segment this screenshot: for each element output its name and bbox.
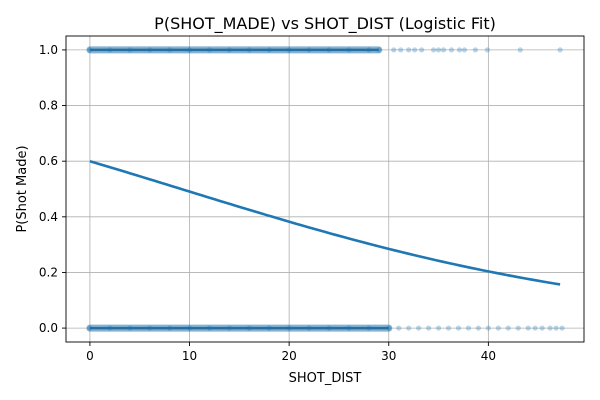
chart-title: P(SHOT_MADE) vs SHOT_DIST (Logistic Fit) xyxy=(154,14,496,34)
scatter-point xyxy=(186,47,193,53)
scatter-point xyxy=(406,325,412,331)
x-tick-label: 40 xyxy=(481,349,496,363)
scatter-point xyxy=(266,325,272,331)
scatter-point xyxy=(419,47,425,53)
plot-frame xyxy=(65,35,585,343)
scatter-point xyxy=(495,325,501,331)
scatter-point xyxy=(376,47,382,53)
scatter-point xyxy=(430,47,437,53)
scatter-point xyxy=(286,325,292,331)
scatter-point xyxy=(186,325,193,331)
scatter-point xyxy=(517,47,523,53)
scatter-point xyxy=(346,47,352,53)
scatter-point xyxy=(206,47,213,53)
scatter-point xyxy=(547,325,553,331)
ticks-layer: 0 10 20 30 40 0.0 0.2 0.4 0.6 0.8 1.0 xyxy=(39,43,496,363)
scatter-point xyxy=(406,47,412,53)
scatter-point xyxy=(107,325,113,331)
scatter-point xyxy=(416,325,422,331)
scatter-point xyxy=(426,325,432,331)
y-tick-label: 0.0 xyxy=(39,321,58,335)
scatter-point xyxy=(440,47,447,53)
scatter-point xyxy=(306,47,312,53)
scatter-point xyxy=(484,47,490,53)
x-axis-label: SHOT_DIST xyxy=(289,371,362,386)
scatter-point xyxy=(286,47,292,53)
y-axis-label: P(Shot Made) xyxy=(15,145,30,232)
scatter-point xyxy=(326,325,332,331)
scatter-point xyxy=(539,325,545,331)
scatter-point xyxy=(435,325,442,331)
scatter-point xyxy=(532,325,538,331)
scatter-point xyxy=(147,47,153,53)
scatter-point xyxy=(246,325,252,331)
x-tick-label: 20 xyxy=(281,349,296,363)
scatter-point xyxy=(461,47,468,53)
x-tick-label: 10 xyxy=(182,349,197,363)
scatter-point xyxy=(107,47,113,53)
scatter-point xyxy=(266,47,272,53)
scatter-point xyxy=(412,47,418,53)
scatter-point xyxy=(435,47,442,53)
scatter-point xyxy=(525,325,531,331)
scatter-point xyxy=(559,325,565,331)
scatter-point xyxy=(87,325,93,331)
scatter-point xyxy=(505,325,511,331)
scatter-point xyxy=(472,47,479,53)
scatter-point xyxy=(465,325,472,331)
x-tick-label: 30 xyxy=(381,349,396,363)
scatter-point xyxy=(448,47,455,53)
scatter-point xyxy=(485,325,491,331)
data-layer xyxy=(86,46,565,332)
y-tick-label: 0.8 xyxy=(39,99,58,113)
scatter-point xyxy=(553,325,559,331)
scatter-point xyxy=(206,325,213,331)
y-tick-label: 1.0 xyxy=(39,43,58,57)
scatter-point xyxy=(386,325,392,331)
scatter-point xyxy=(346,325,352,331)
scatter-point xyxy=(456,47,463,53)
scatter-point xyxy=(515,325,521,331)
scatter-point xyxy=(147,325,153,331)
y-tick-label: 0.2 xyxy=(39,265,58,279)
scatter-point xyxy=(366,325,372,331)
scatter-point xyxy=(127,47,133,53)
scatter-point xyxy=(246,47,252,53)
scatter-point xyxy=(226,325,232,331)
scatter-point xyxy=(455,325,462,331)
scatter-point xyxy=(127,325,133,331)
x-tick-label: 0 xyxy=(86,349,94,363)
scatter-point xyxy=(475,325,482,331)
y-tick-label: 0.4 xyxy=(39,210,58,224)
scatter-point xyxy=(557,47,563,53)
scatter-point xyxy=(326,47,332,53)
scatter-point xyxy=(445,325,452,331)
scatter-point xyxy=(226,47,232,53)
scatter-point xyxy=(306,325,312,331)
scatter-point xyxy=(167,325,173,331)
scatter-point xyxy=(398,47,404,53)
y-tick-label: 0.6 xyxy=(39,154,58,168)
scatter-point xyxy=(87,47,93,53)
logistic-fit-line xyxy=(89,159,561,286)
scatter-point xyxy=(391,47,397,53)
scatter-point xyxy=(167,47,173,53)
scatter-point xyxy=(366,47,372,53)
scatter-point xyxy=(396,325,402,331)
